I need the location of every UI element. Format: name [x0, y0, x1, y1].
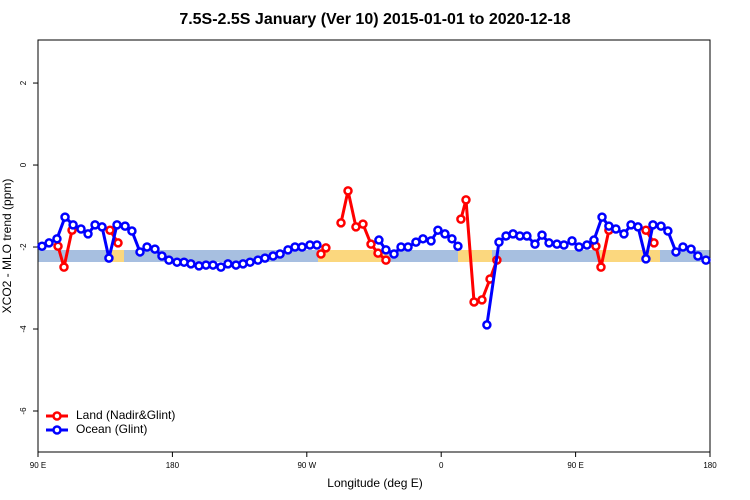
- legend-swatch-point: [52, 411, 62, 421]
- point: [426, 236, 436, 246]
- point: [336, 218, 346, 228]
- point: [411, 237, 421, 247]
- point: [112, 220, 122, 230]
- point: [671, 247, 681, 257]
- point: [482, 320, 492, 330]
- y-tick-label: -6: [19, 407, 28, 415]
- point: [105, 225, 115, 235]
- point: [537, 230, 547, 240]
- point: [596, 262, 606, 272]
- point: [648, 220, 658, 230]
- point: [530, 239, 540, 249]
- x-tick-label: 180: [703, 461, 717, 470]
- point: [447, 234, 457, 244]
- point: [559, 240, 569, 250]
- point: [104, 253, 114, 263]
- x-tick-label: 180: [166, 461, 180, 470]
- point: [358, 219, 368, 229]
- point: [693, 251, 703, 261]
- point: [120, 221, 130, 231]
- point: [641, 225, 651, 235]
- point: [649, 238, 659, 248]
- point: [656, 221, 666, 231]
- point: [461, 195, 471, 205]
- point: [611, 224, 621, 234]
- point: [597, 212, 607, 222]
- y-axis-label: XCO2 - MLO trend (ppm): [0, 179, 14, 314]
- point: [321, 243, 331, 253]
- point: [440, 229, 450, 239]
- point: [403, 242, 413, 252]
- chart-title: 7.5S-2.5S January (Ver 10) 2015-01-01 to…: [179, 11, 570, 28]
- point: [641, 254, 651, 264]
- point: [582, 240, 592, 250]
- point: [83, 229, 93, 239]
- point: [574, 242, 584, 252]
- point: [223, 259, 233, 269]
- point: [76, 224, 86, 234]
- point: [37, 241, 47, 251]
- point: [113, 238, 123, 248]
- point: [97, 222, 107, 232]
- point: [589, 235, 599, 245]
- y-tick-label: 2: [19, 80, 28, 85]
- point: [381, 245, 391, 255]
- point: [343, 186, 353, 196]
- legend-swatch-point: [52, 425, 62, 435]
- point: [678, 242, 688, 252]
- point: [469, 297, 479, 307]
- point: [477, 295, 487, 305]
- y-tick-label: 0: [19, 162, 28, 167]
- x-tick-label: 90 W: [297, 461, 316, 470]
- point: [381, 255, 391, 265]
- point: [164, 255, 174, 265]
- point: [619, 229, 629, 239]
- point: [216, 262, 226, 272]
- point: [567, 236, 577, 246]
- point: [494, 237, 504, 247]
- point: [544, 238, 554, 248]
- point: [522, 231, 532, 241]
- point: [260, 253, 270, 263]
- point: [127, 226, 137, 236]
- point: [433, 225, 443, 235]
- point: [456, 214, 466, 224]
- point: [418, 234, 428, 244]
- point: [275, 249, 285, 259]
- point: [686, 244, 696, 254]
- point: [44, 238, 54, 248]
- point: [135, 247, 145, 257]
- x-tick-label: 0: [439, 461, 444, 470]
- point: [316, 249, 326, 259]
- point: [52, 234, 62, 244]
- point: [633, 222, 643, 232]
- point: [150, 244, 160, 254]
- point: [68, 220, 78, 230]
- point: [366, 239, 376, 249]
- legend-label: Land (Nadir&Glint): [76, 408, 175, 422]
- point: [186, 259, 196, 269]
- point: [157, 251, 167, 261]
- point: [373, 248, 383, 258]
- point: [701, 255, 711, 265]
- point: [60, 212, 70, 222]
- y-tick-label: -4: [19, 325, 28, 333]
- x-tick-label: 90 E: [567, 461, 583, 470]
- x-tick-label: 90 E: [30, 461, 46, 470]
- point: [389, 249, 399, 259]
- point: [663, 226, 673, 236]
- point: [245, 257, 255, 267]
- point: [142, 242, 152, 252]
- point: [59, 262, 69, 272]
- point: [53, 241, 63, 251]
- y-tick-label: -2: [19, 243, 28, 251]
- point: [374, 235, 384, 245]
- point: [312, 240, 322, 250]
- x-axis-label: Longitude (deg E): [327, 476, 422, 490]
- legend-label: Ocean (Glint): [76, 422, 147, 436]
- point: [453, 241, 463, 251]
- point: [297, 242, 307, 252]
- point: [208, 260, 218, 270]
